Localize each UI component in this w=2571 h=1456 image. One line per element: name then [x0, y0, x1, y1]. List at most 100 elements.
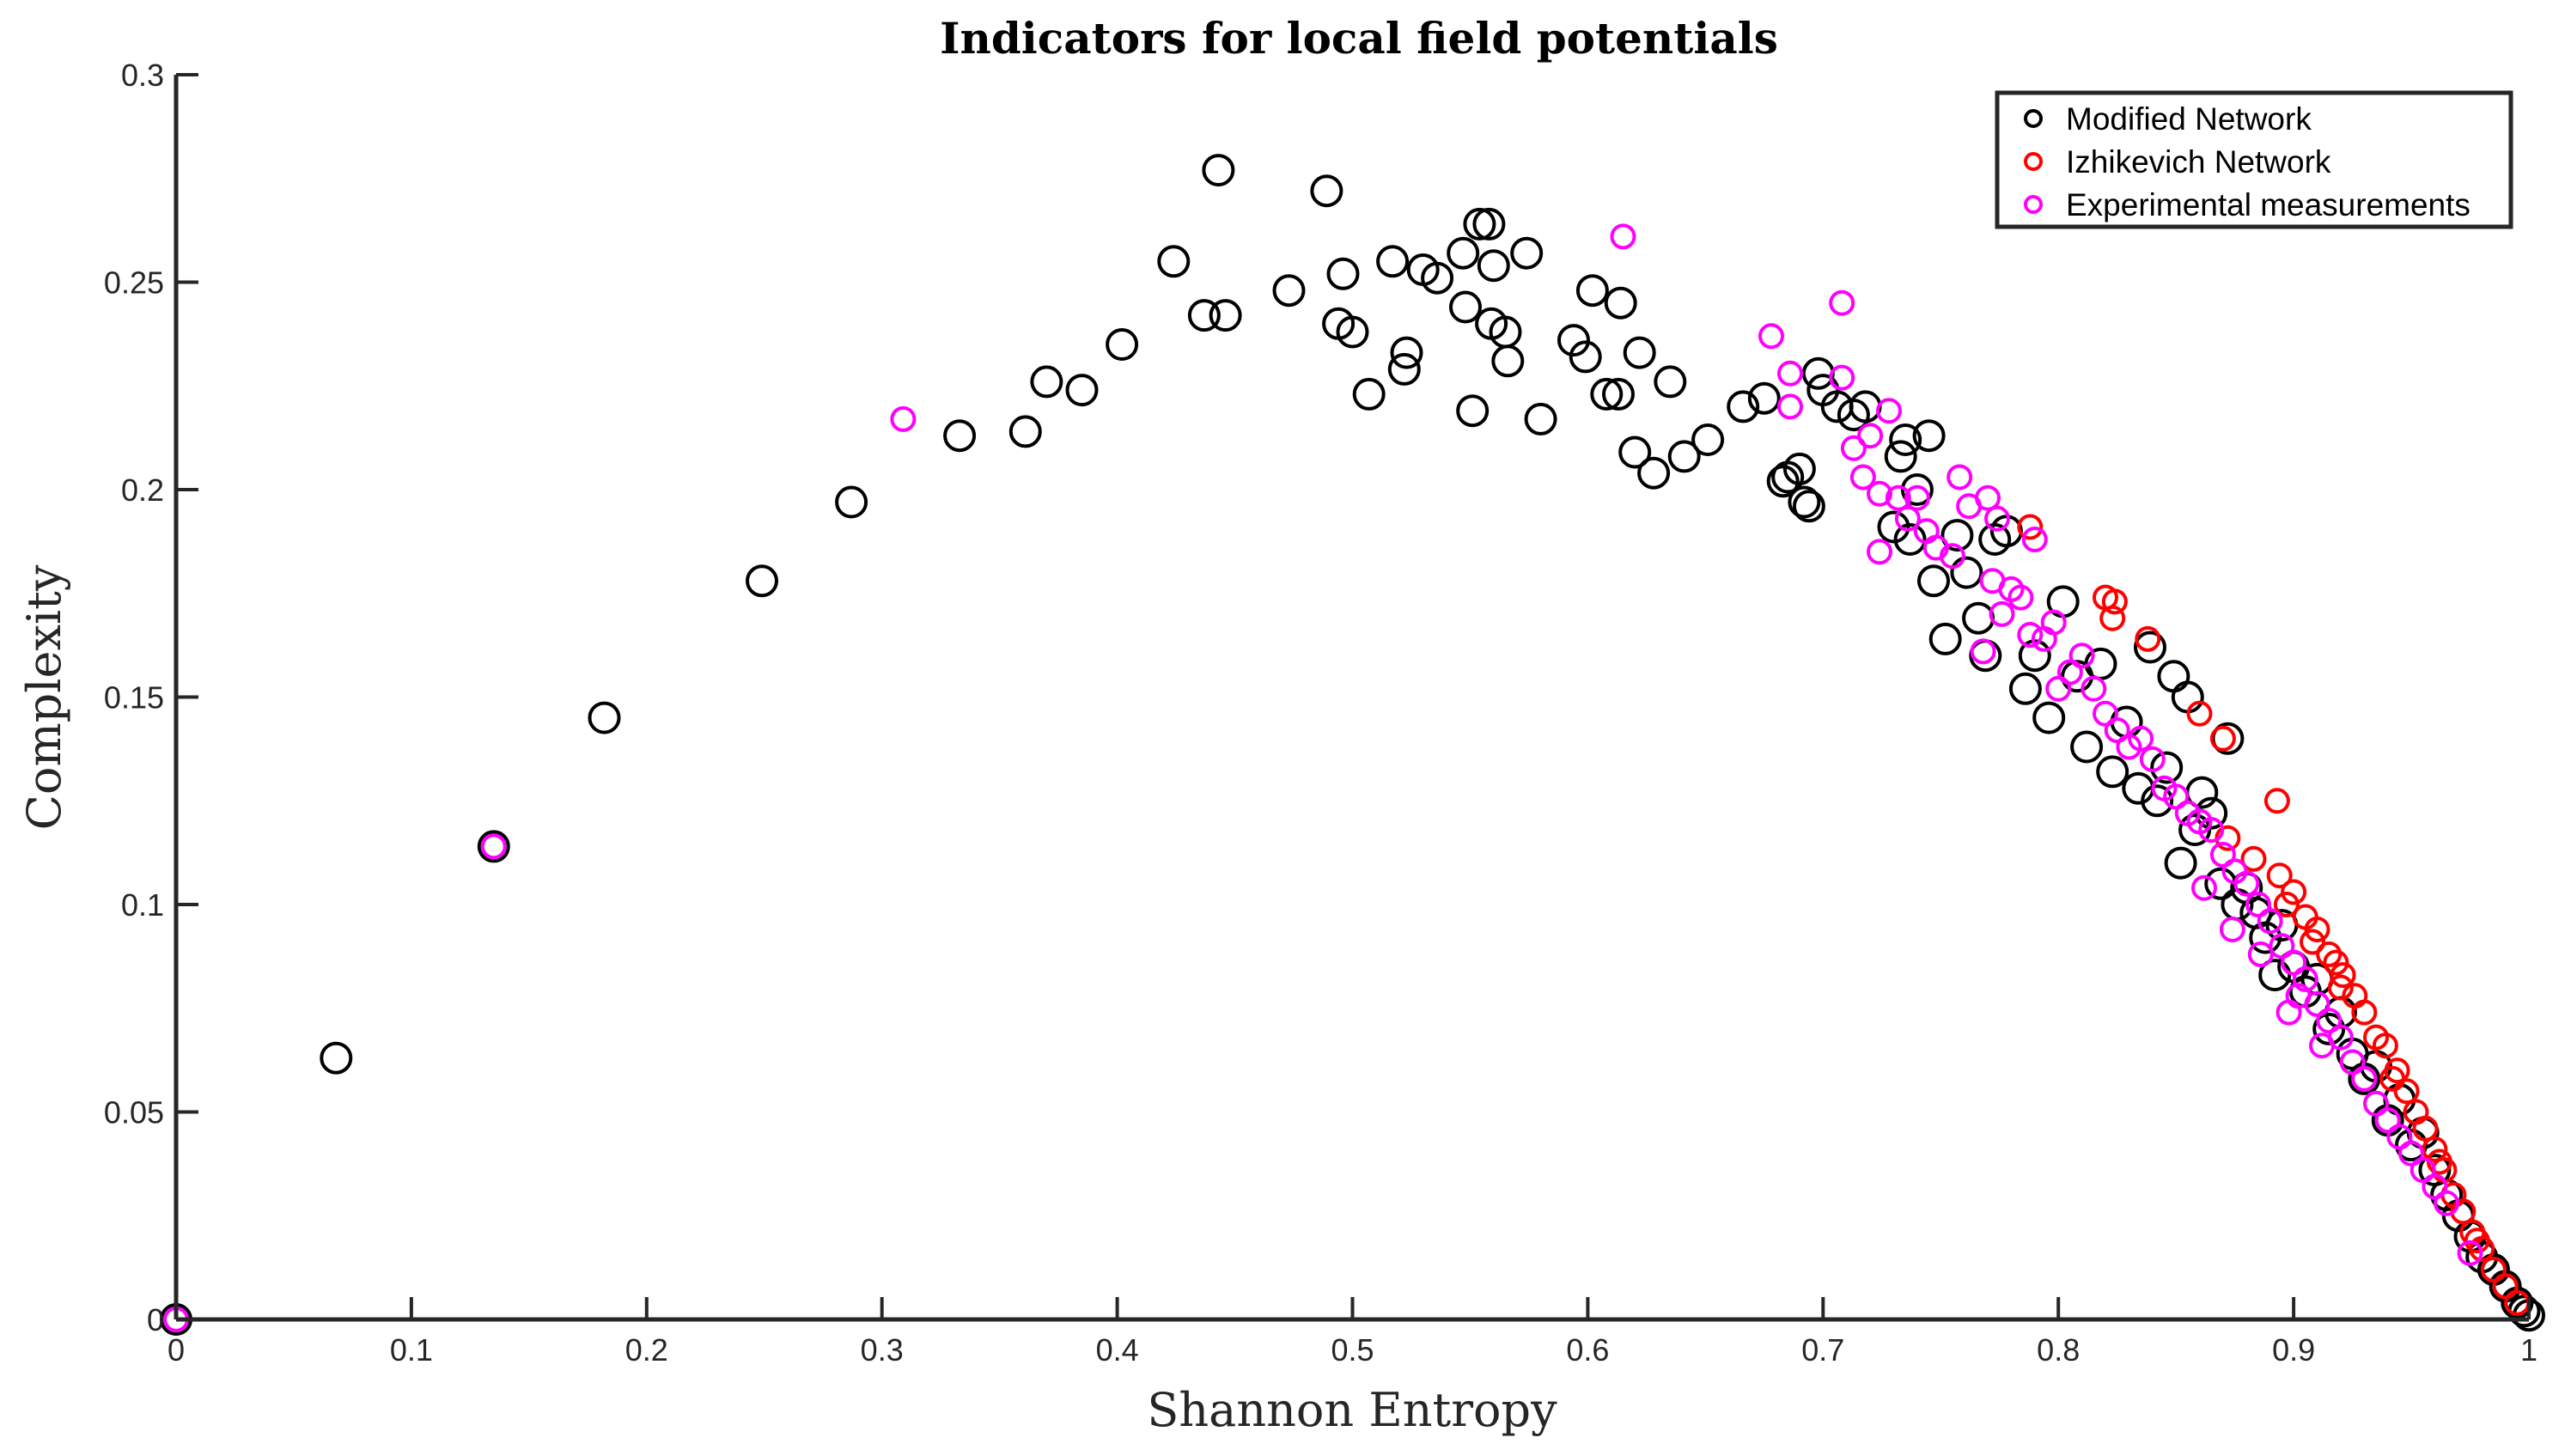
- point-modified-network: [1472, 207, 1506, 241]
- point-experimental-measurements: [2309, 1033, 2335, 1059]
- point-modified-network: [1569, 340, 1602, 374]
- point-modified-network: [1788, 485, 1821, 519]
- point-modified-network: [1557, 324, 1590, 357]
- point-izhikevich-network: [2017, 514, 2044, 540]
- point-izhikevich-network: [2327, 974, 2354, 1001]
- point-modified-network: [1310, 174, 1343, 208]
- y-tick-label: 0.25: [104, 265, 164, 301]
- point-modified-network: [2150, 751, 2184, 784]
- point-modified-network: [943, 419, 977, 453]
- point-experimental-measurements: [2339, 1049, 2366, 1075]
- point-experimental-measurements: [2007, 584, 2034, 611]
- y-tick-label: 0.3: [121, 58, 164, 93]
- point-izhikevich-network: [2412, 1115, 2439, 1142]
- point-modified-network: [2195, 796, 2228, 830]
- point-modified-network: [1893, 523, 1927, 556]
- point-experimental-measurements: [1876, 398, 1902, 424]
- legend: Modified Network Izhikevich Network Expe…: [1995, 90, 2513, 229]
- point-modified-network: [2164, 846, 2197, 880]
- point-izhikevich-network: [2273, 892, 2300, 917]
- y-tick-label: 0: [147, 1302, 164, 1337]
- point-izhikevich-network: [2304, 917, 2330, 942]
- point-modified-network: [588, 701, 621, 734]
- point-experimental-measurements: [1840, 435, 1867, 461]
- point-modified-network: [1510, 236, 1544, 270]
- point-modified-network: [2096, 755, 2129, 789]
- point-experimental-measurements: [2209, 842, 2236, 868]
- point-experimental-measurements: [2363, 1090, 2389, 1117]
- point-experimental-measurements: [2198, 817, 2225, 844]
- point-experimental-measurements: [2081, 675, 2107, 702]
- x-tick-label: 0.6: [1566, 1332, 1609, 1368]
- x-axis-label: Shannon Entropy: [1147, 1383, 1557, 1437]
- point-experimental-measurements: [2191, 874, 2217, 901]
- point-modified-network: [1917, 564, 1950, 598]
- point-izhikevich-network: [2464, 1228, 2490, 1254]
- point-experimental-measurements: [1867, 480, 1892, 507]
- x-tick-label: 0.1: [390, 1332, 433, 1368]
- point-modified-network: [477, 830, 510, 863]
- point-experimental-measurements: [2434, 1190, 2460, 1216]
- legend-label-izhikevich: Izhikevich Network: [2066, 144, 2331, 180]
- point-modified-network: [1449, 290, 1482, 324]
- point-experimental-measurements: [1894, 505, 1921, 532]
- point-experimental-measurements: [2233, 870, 2260, 897]
- point-modified-network: [1390, 336, 1423, 369]
- point-experimental-measurements: [1939, 543, 1965, 570]
- point-modified-network: [1928, 622, 1962, 655]
- point-izhikevich-network: [2209, 725, 2236, 752]
- point-experimental-measurements: [1829, 364, 1855, 391]
- point-experimental-measurements: [1829, 289, 1855, 316]
- point-modified-network: [1421, 261, 1454, 295]
- point-experimental-measurements: [2422, 1173, 2448, 1200]
- point-experimental-measurements: [2410, 1157, 2436, 1184]
- point-experimental-measurements: [890, 405, 917, 432]
- point-modified-network: [2008, 672, 2042, 705]
- point-experimental-measurements: [2045, 675, 2072, 702]
- point-modified-network: [1950, 556, 1983, 589]
- point-izhikevich-network: [2266, 862, 2293, 889]
- point-modified-network: [1352, 377, 1386, 411]
- point-modified-network: [1877, 510, 1910, 544]
- point-modified-network: [1691, 423, 1725, 456]
- legend-marker-izhikevich: [2024, 152, 2043, 171]
- point-modified-network: [1463, 207, 1496, 241]
- point-experimental-measurements: [1758, 323, 1784, 350]
- point-modified-network: [1106, 328, 1139, 361]
- point-experimental-measurements: [2374, 1107, 2401, 1134]
- legend-box: [1995, 90, 2513, 229]
- point-izhikevich-network: [2351, 999, 2378, 1026]
- x-tick-label: 0.5: [1331, 1332, 1374, 1368]
- point-modified-network: [1376, 245, 1410, 278]
- data-points: [160, 154, 2545, 1336]
- point-modified-network: [1884, 440, 1917, 473]
- point-modified-network: [1900, 473, 1934, 506]
- legend-label-modified: Modified Network: [2066, 101, 2312, 137]
- legend-marker-experimental: [2024, 195, 2043, 214]
- point-experimental-measurements: [1947, 464, 1973, 490]
- point-experimental-measurements: [2056, 659, 2083, 685]
- point-izhikevich-network: [2135, 625, 2161, 652]
- y-tick-label: 0.1: [121, 887, 164, 923]
- point-experimental-measurements: [1777, 360, 1803, 387]
- point-experimental-measurements: [2219, 917, 2245, 942]
- point-modified-network: [1602, 377, 1635, 411]
- point-modified-network: [2070, 730, 2104, 764]
- point-izhikevich-network: [2379, 1065, 2406, 1092]
- point-modified-network: [2312, 1012, 2346, 1045]
- point-experimental-measurements: [2351, 1065, 2378, 1092]
- point-experimental-measurements: [2281, 949, 2307, 976]
- point-modified-network: [1618, 436, 1652, 469]
- point-izhikevich-network: [2323, 949, 2349, 976]
- point-modified-network: [1912, 419, 1946, 453]
- x-tick-label: 0: [168, 1332, 185, 1368]
- legend-marker-modified: [2024, 109, 2043, 128]
- point-experimental-measurements: [2093, 700, 2118, 727]
- point-experimental-measurements: [1989, 600, 2015, 627]
- point-experimental-measurements: [1867, 539, 1892, 565]
- point-izhikevich-network: [2330, 962, 2356, 989]
- point-modified-network: [1336, 315, 1369, 349]
- point-izhikevich-network: [2240, 845, 2267, 872]
- point-modified-network: [2134, 631, 2166, 664]
